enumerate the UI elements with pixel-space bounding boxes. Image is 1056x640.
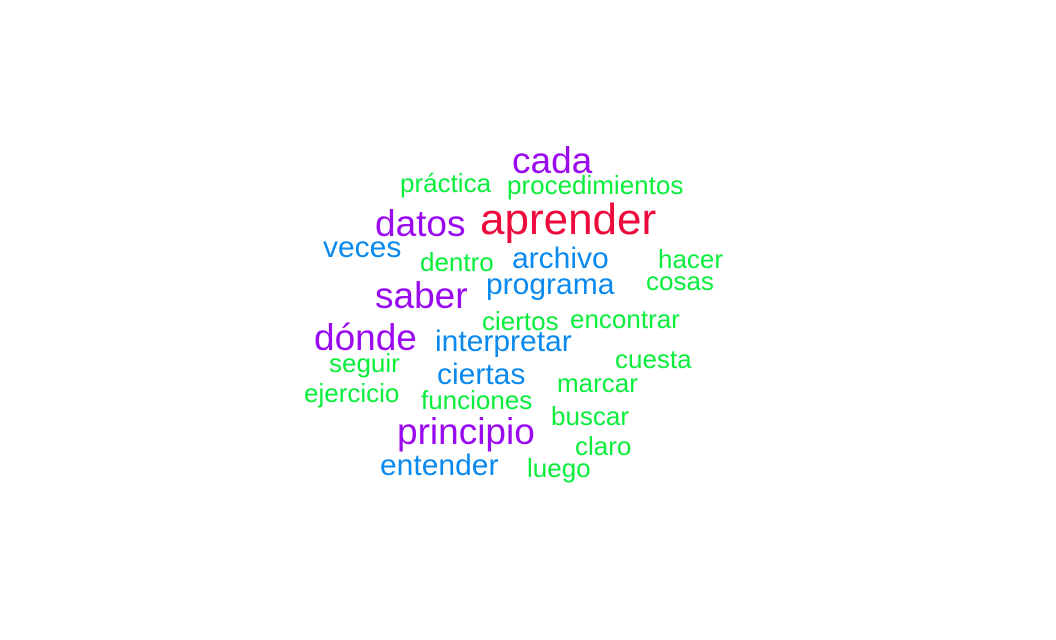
word-cosas: cosas bbox=[646, 266, 714, 296]
word-buscar: buscar bbox=[551, 401, 630, 431]
word-principio: principio bbox=[397, 411, 535, 452]
word-funciones: funciones bbox=[421, 385, 533, 415]
word-encontrar: encontrar bbox=[570, 304, 680, 334]
word-entender: entender bbox=[380, 449, 499, 482]
word-hacer: hacer bbox=[658, 244, 724, 274]
word-ciertas: ciertas bbox=[437, 358, 526, 391]
word-programa: programa bbox=[486, 268, 615, 301]
word-cada: cada bbox=[512, 140, 593, 181]
word-procedimientos: procedimientos bbox=[507, 170, 684, 200]
word-aprender: aprender bbox=[480, 195, 657, 244]
word-dónde: dónde bbox=[314, 317, 417, 358]
word-saber: saber bbox=[375, 275, 468, 316]
word-ciertos: ciertos bbox=[482, 306, 559, 336]
word-veces: veces bbox=[323, 231, 402, 264]
word-luego: luego bbox=[527, 453, 591, 483]
word-datos: datos bbox=[375, 203, 466, 244]
word-interpretar: interpretar bbox=[435, 325, 572, 358]
word-claro: claro bbox=[575, 431, 632, 461]
word-marcar: marcar bbox=[557, 368, 638, 398]
word-ejercicio: ejercicio bbox=[304, 378, 400, 408]
word-archivo: archivo bbox=[512, 242, 609, 275]
word-práctica: práctica bbox=[400, 168, 492, 198]
word-cuesta: cuesta bbox=[615, 344, 692, 374]
word-dentro: dentro bbox=[420, 247, 494, 277]
word-seguir: seguir bbox=[329, 348, 400, 378]
